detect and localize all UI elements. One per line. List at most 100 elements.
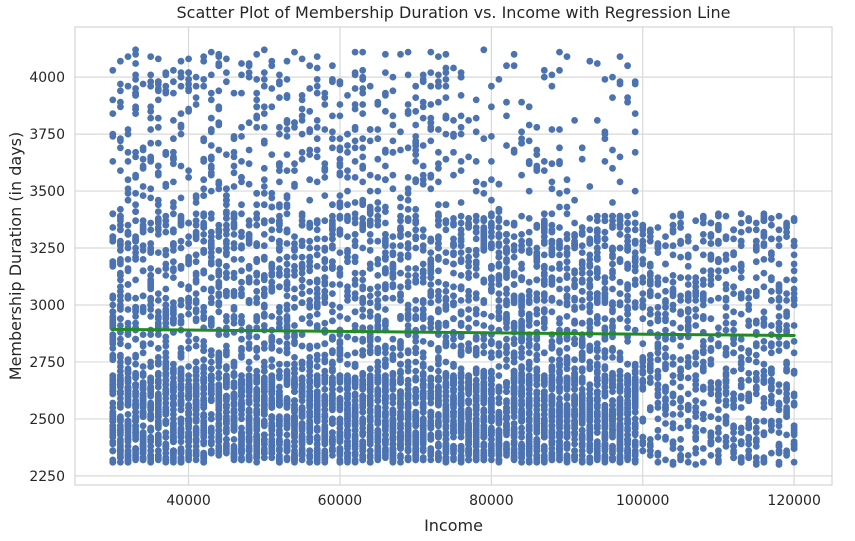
data-point: [109, 224, 117, 231]
data-point: [435, 253, 442, 261]
data-point: [147, 155, 155, 163]
data-point: [215, 267, 223, 275]
data-point: [382, 294, 389, 302]
data-point: [374, 205, 382, 213]
data-point: [185, 420, 193, 427]
data-point: [185, 174, 193, 181]
data-point: [397, 369, 404, 377]
data-point: [359, 178, 367, 186]
data-point: [374, 426, 382, 434]
data-point: [427, 69, 435, 76]
data-point: [230, 221, 238, 229]
data-point: [366, 429, 374, 436]
data-point: [170, 447, 177, 455]
data-point: [321, 258, 329, 266]
data-point: [465, 262, 472, 270]
data-point: [215, 349, 223, 357]
data-point: [177, 397, 185, 405]
data-point: [442, 422, 450, 430]
data-point: [313, 89, 321, 97]
data-point: [117, 383, 124, 391]
data-point: [276, 160, 283, 168]
data-point: [268, 363, 276, 370]
data-point: [238, 456, 245, 464]
data-point: [276, 417, 283, 425]
data-point: [132, 217, 140, 225]
data-point: [200, 356, 208, 364]
data-point: [238, 406, 245, 414]
data-point: [533, 123, 541, 131]
data-point: [351, 349, 359, 357]
data-point: [207, 415, 215, 423]
data-point: [427, 269, 435, 277]
data-point: [200, 308, 208, 316]
data-point: [260, 82, 268, 90]
data-point: [359, 276, 367, 284]
data-point: [245, 160, 253, 168]
data-point: [260, 367, 268, 375]
data-point: [412, 306, 420, 313]
data-point: [154, 85, 162, 92]
data-point: [336, 356, 344, 364]
data-point: [109, 96, 117, 104]
data-point: [533, 276, 541, 284]
data-point: [404, 456, 412, 464]
data-point: [450, 64, 457, 72]
data-point: [230, 379, 238, 386]
data-point: [465, 397, 472, 405]
data-point: [442, 392, 450, 400]
data-point: [283, 285, 291, 293]
data-point: [321, 413, 329, 420]
data-point: [268, 440, 276, 448]
data-point: [109, 381, 117, 389]
data-point: [260, 431, 268, 439]
data-point: [139, 381, 147, 389]
data-point: [435, 148, 442, 156]
data-point: [253, 201, 261, 209]
data-point: [124, 383, 132, 391]
data-point: [359, 73, 367, 81]
data-point: [389, 335, 397, 343]
data-point: [313, 278, 321, 286]
data-point: [162, 420, 170, 427]
data-point: [359, 101, 367, 108]
data-point: [298, 265, 306, 272]
data-point: [223, 192, 230, 200]
data-point: [238, 242, 245, 250]
data-point: [109, 233, 117, 241]
data-point: [298, 212, 306, 220]
data-point: [397, 424, 404, 432]
data-point: [435, 324, 442, 332]
data-point: [336, 397, 344, 405]
data-point: [238, 158, 245, 165]
data-point: [268, 390, 276, 398]
data-point: [200, 135, 208, 143]
data-point: [374, 174, 382, 181]
data-point: [283, 360, 291, 368]
data-point: [351, 449, 359, 457]
data-point: [132, 294, 140, 302]
data-point: [359, 269, 367, 277]
data-point: [260, 183, 268, 190]
data-point: [450, 283, 457, 291]
data-point: [472, 401, 480, 409]
data-point: [366, 349, 374, 357]
data-point: [382, 148, 389, 156]
data-point: [321, 265, 329, 272]
data-point: [283, 126, 291, 133]
data-point: [518, 237, 525, 245]
data-point: [298, 130, 306, 138]
data-point: [419, 363, 427, 370]
data-point: [170, 411, 177, 418]
data-point: [510, 233, 518, 241]
data-point: [298, 360, 306, 368]
data-point: [154, 169, 162, 177]
data-point: [404, 301, 412, 309]
data-point: [525, 187, 533, 195]
data-point: [185, 331, 193, 338]
data-point: [495, 297, 503, 304]
data-point: [525, 342, 533, 350]
data-point: [313, 456, 321, 464]
data-point: [336, 199, 344, 206]
data-point: [510, 292, 518, 300]
